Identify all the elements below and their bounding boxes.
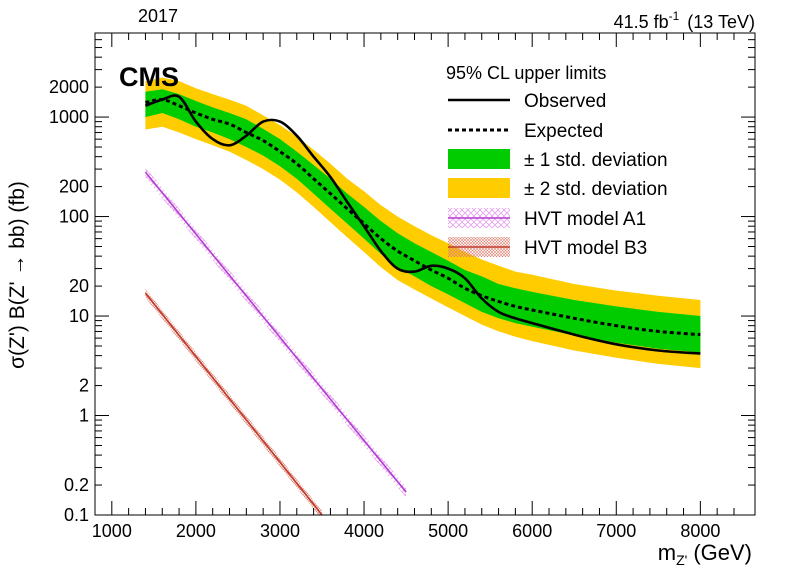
- legend-label-b3: HVT model B3: [524, 238, 647, 259]
- hvt-model-curves: [144, 167, 407, 515]
- legend-entry-expected: Expected: [448, 121, 603, 142]
- legend-label-a1: HVT model A1: [524, 209, 646, 230]
- legend-label-observed: Observed: [524, 91, 606, 112]
- x-axis-label: mZ' (GeV): [658, 540, 752, 568]
- y-tick-label: 2000: [49, 77, 89, 97]
- plot-area: [144, 77, 701, 515]
- y-tick-label: 100: [59, 207, 89, 227]
- legend-entry-band1: ± 1 std. deviation: [448, 149, 668, 171]
- expected-line: [145, 98, 701, 337]
- x-tick-label: 6000: [512, 521, 552, 541]
- limit-curves: [144, 94, 701, 355]
- plot-frame: [94, 32, 756, 516]
- x-tick-label: 4000: [344, 521, 384, 541]
- year-label: 2017: [138, 6, 178, 26]
- model-line-b3: [144, 292, 323, 515]
- y-tick-label: 10: [69, 306, 89, 326]
- y-axis: 0.1 0.2 1 2 10 20 100 200 1000 2000: [49, 32, 755, 525]
- x-tick-label: 1000: [92, 521, 132, 541]
- cms-logo-text: CMS: [119, 62, 179, 92]
- legend-entry-a1: HVT model A1: [448, 208, 646, 230]
- legend-title: 95% CL upper limits: [446, 63, 606, 83]
- x-axis-label-sub: Z': [676, 552, 687, 568]
- legend-entry-observed: Observed: [448, 91, 606, 112]
- y-tick-label: 0.2: [64, 475, 89, 495]
- y-axis-label: σ(Z') B(Z' → bb) (fb): [6, 181, 29, 369]
- x-tick-label: 7000: [596, 521, 636, 541]
- y-tick-label: 200: [59, 177, 89, 197]
- legend-entry-band2: ± 2 std. deviation: [448, 178, 668, 200]
- legend-entry-b3: HVT model B3: [448, 237, 647, 259]
- model-line-a1: [144, 171, 407, 493]
- legend-swatch-band2: [448, 178, 510, 198]
- x-tick-label: 2000: [176, 521, 216, 541]
- observed-line: [144, 94, 701, 355]
- y-tick-label: 0.1: [64, 505, 89, 525]
- x-tick-label: 3000: [260, 521, 300, 541]
- uncertainty-bands: [145, 77, 701, 369]
- legend: 95% CL upper limits Observed Expected ± 1 …: [446, 63, 668, 259]
- legend-label-band2: ± 2 std. deviation: [524, 179, 668, 200]
- x-tick-label: 8000: [680, 521, 720, 541]
- band-1sigma: [145, 89, 701, 353]
- x-axis-label-unit: (GeV): [693, 540, 752, 565]
- y-tick-label: 1000: [49, 107, 89, 127]
- legend-label-band1: ± 1 std. deviation: [524, 150, 668, 171]
- y-tick-label: 2: [79, 376, 89, 396]
- x-axis-label-main: m: [658, 540, 676, 565]
- legend-swatch-band1: [448, 149, 510, 169]
- x-tick-label: 5000: [428, 521, 468, 541]
- lumi-exponent: -1: [669, 9, 680, 23]
- y-tick-label: 1: [79, 406, 89, 426]
- lumi-value: 41.5 fb: [614, 12, 669, 32]
- y-tick-label: 20: [69, 276, 89, 296]
- legend-label-expected: Expected: [524, 121, 603, 142]
- x-axis: 1000 2000 3000 4000 5000 6000 7000 8000: [92, 33, 735, 541]
- energy-value: (13 TeV): [687, 12, 755, 32]
- lumi-label: 41.5 fb-1 (13 TeV): [614, 9, 755, 32]
